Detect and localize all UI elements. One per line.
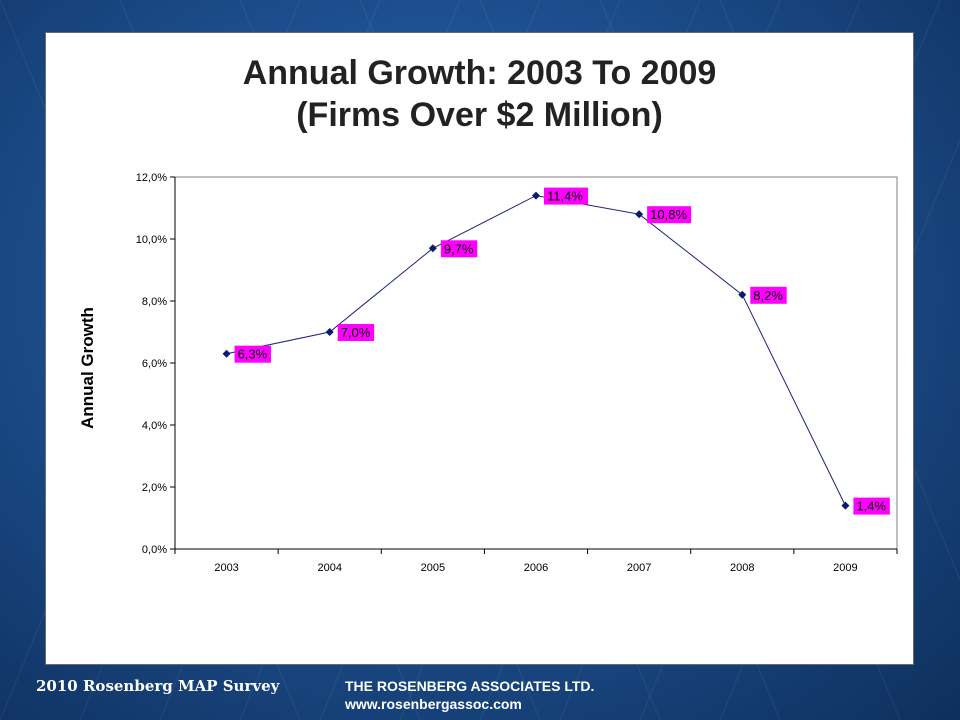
x-tick-label: 2009 <box>833 562 857 574</box>
y-tick-label: 2,0% <box>142 482 167 494</box>
chart-title-line-2: (Firms Over $2 Million) <box>296 96 663 134</box>
x-tick-label: 2003 <box>214 562 238 574</box>
footer-company: THE ROSENBERG ASSOCIATES LTD. www.rosenb… <box>345 677 594 713</box>
plot-area-frame <box>174 176 898 550</box>
data-label: 8,2% <box>753 288 783 303</box>
data-label-background <box>544 187 588 205</box>
x-tick-label: 2005 <box>421 562 445 574</box>
data-point-marker <box>222 349 231 358</box>
y-tick-label: 0,0% <box>142 544 167 556</box>
y-tick-label: 12,0% <box>136 172 167 184</box>
x-tick-label: 2006 <box>524 562 548 574</box>
data-point-marker <box>635 210 644 219</box>
y-tick-label: 10,0% <box>136 234 167 246</box>
data-label: 1,4% <box>856 499 886 514</box>
data-point-marker <box>532 191 540 200</box>
data-point-marker <box>738 290 747 299</box>
data-label: 7,0% <box>341 325 371 340</box>
data-point-marker <box>841 501 850 510</box>
data-label-background <box>647 206 692 224</box>
data-label-background <box>750 286 787 304</box>
data-label-background <box>337 324 375 341</box>
footer-company-name: THE ROSENBERG ASSOCIATES LTD. <box>345 678 595 694</box>
chart-panel: Annual Growth: 2003 To 2009 (Firms Over … <box>45 32 914 665</box>
data-label-background <box>853 497 890 515</box>
data-label: 11,4% <box>547 189 583 204</box>
data-label: 9,7% <box>444 241 474 256</box>
footer-survey-name: 2010 Rosenberg MAP Survey <box>36 677 280 695</box>
data-label-background <box>234 345 271 363</box>
data-label: 6,3% <box>238 347 268 362</box>
data-label: 10,8% <box>650 207 687 222</box>
x-tick-label: 2008 <box>730 562 754 574</box>
line-chart: Annual Growth 0,0% 2,0% 4,0% 6,0% 8,0% 10,0% 1… <box>78 172 898 574</box>
data-label-background <box>440 240 478 258</box>
series-line <box>226 195 846 506</box>
x-tick-label: 2004 <box>317 562 341 574</box>
y-tick-label: 4,0% <box>142 420 167 432</box>
footer-company-url: www.rosenbergassoc.com <box>345 696 522 712</box>
x-tick-label: 2007 <box>627 562 651 574</box>
y-tick-label: 8,0% <box>142 296 167 308</box>
data-point-marker <box>428 244 437 253</box>
data-point-marker <box>325 328 334 336</box>
chart-title-line-1: Annual Growth: 2003 To 2009 <box>242 54 717 92</box>
y-axis-title: Annual Growth <box>78 307 97 429</box>
y-tick-label: 6,0% <box>142 358 167 370</box>
